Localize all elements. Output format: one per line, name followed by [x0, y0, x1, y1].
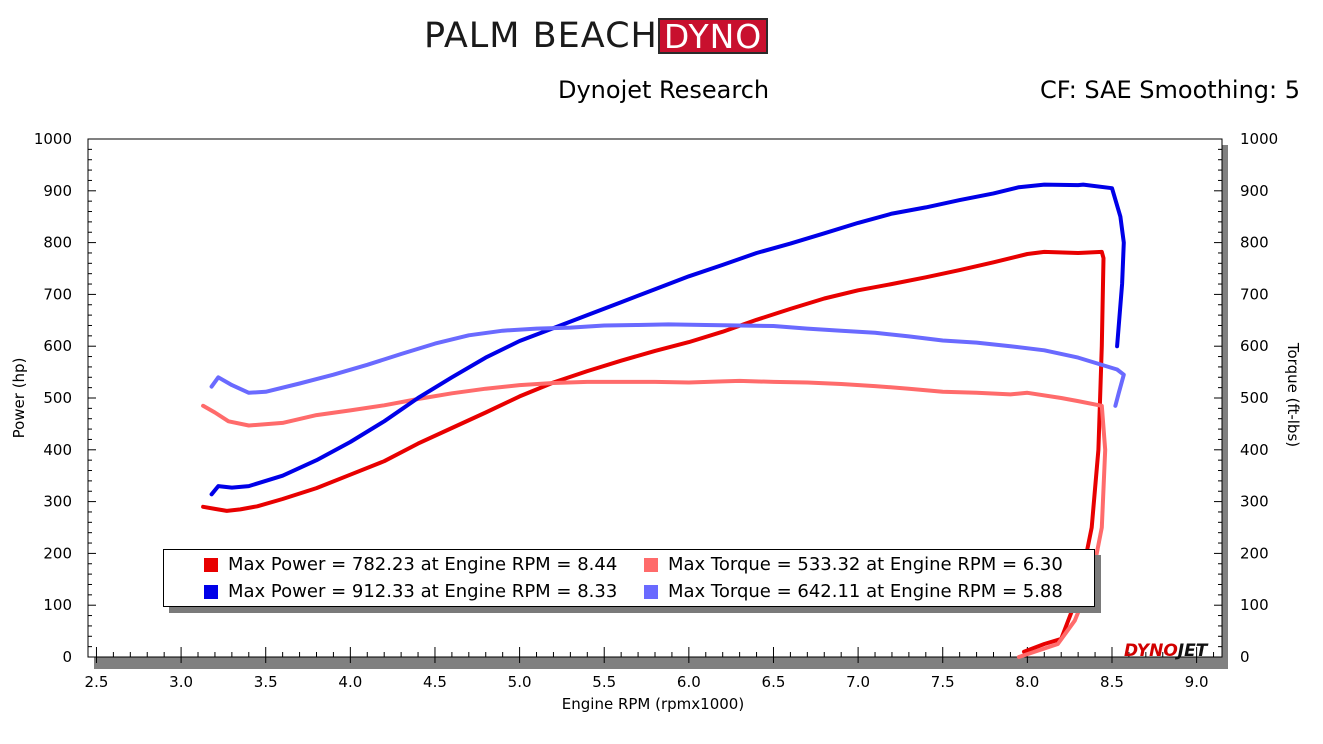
chart-subtitle: Dynojet Research: [558, 76, 770, 104]
y-tick-label: 200: [43, 544, 72, 562]
legend-label: Max Power = 782.23 at Engine RPM = 8.44: [228, 554, 618, 575]
y2-tick-label: 300: [1240, 493, 1269, 511]
x-tick-label: 4.0: [338, 673, 362, 691]
watermark-text-a: DYNO: [1124, 641, 1178, 661]
chart-series: [201, 182, 1126, 659]
y2-tick-label: 700: [1240, 285, 1269, 303]
watermark-text-b: JET: [1177, 641, 1208, 661]
x-tick-label: 8.5: [1100, 673, 1124, 691]
y-axis-label: Power (hp): [10, 358, 28, 439]
x-tick-label: 4.5: [423, 673, 447, 691]
chart-ticks: 0 0 100 100 200 200 300 300 400 400 500 500 600 600 70…: [34, 130, 1278, 691]
y-tick-label: 0: [62, 648, 72, 666]
y2-tick-label: 400: [1240, 441, 1269, 459]
y-tick-label: 600: [43, 337, 72, 355]
x-tick-label: 7.0: [846, 673, 870, 691]
series-line-power_run1: [201, 249, 1106, 654]
logo-text-b: DYNO: [657, 18, 769, 54]
legend-item: Max Torque = 642.11 at Engine RPM = 5.88: [644, 581, 1063, 602]
y2-tick-label: 900: [1240, 182, 1269, 200]
y-tick-label: 300: [43, 493, 72, 511]
y2-tick-label: 800: [1240, 234, 1269, 252]
y2-tick-label: 600: [1240, 337, 1269, 355]
y-tick-label: 400: [43, 441, 72, 459]
y-tick-label: 500: [43, 389, 72, 407]
legend-swatch: [204, 557, 218, 572]
x-tick-label: 6.5: [762, 673, 786, 691]
correction-factor-label: CF: SAE Smoothing: 5: [1040, 76, 1301, 104]
x-tick-label: 5.5: [592, 673, 616, 691]
legend-label: Max Torque = 533.32 at Engine RPM = 6.30: [668, 554, 1063, 575]
legend-item: Max Power = 912.33 at Engine RPM = 8.33: [204, 581, 617, 602]
y2-tick-label: 1000: [1240, 130, 1278, 148]
brand-logo: PALM BEACH DYNO: [424, 16, 769, 56]
series-line-torque_run1: [201, 378, 1108, 659]
x-tick-label: 3.0: [169, 673, 193, 691]
x-tick-label: 9.0: [1185, 673, 1209, 691]
x-tick-label: 3.5: [254, 673, 278, 691]
legend-label: Max Power = 912.33 at Engine RPM = 8.33: [228, 581, 618, 602]
y2-tick-label: 500: [1240, 389, 1269, 407]
y2-tick-label: 100: [1240, 596, 1269, 614]
y-tick-label: 700: [43, 285, 72, 303]
y-tick-label: 1000: [34, 130, 72, 148]
legend-item: Max Torque = 533.32 at Engine RPM = 6.30: [644, 554, 1063, 575]
x-tick-label: 8.0: [1015, 673, 1039, 691]
x-axis-label: Engine RPM (rpmx1000): [562, 695, 744, 713]
x-tick-label: 5.0: [508, 673, 532, 691]
logo-text-a: PALM BEACH: [424, 16, 658, 56]
legend-swatch: [644, 557, 658, 572]
y2-tick-label: 200: [1240, 544, 1269, 562]
x-tick-label: 6.0: [677, 673, 701, 691]
chart-legend: Max Power = 782.23 at Engine RPM = 8.44 …: [163, 549, 1095, 607]
y2-tick-label: 0: [1240, 648, 1250, 666]
legend-swatch: [204, 584, 218, 599]
legend-label: Max Torque = 642.11 at Engine RPM = 5.88: [668, 581, 1063, 602]
dynojet-watermark: DYNOJET: [1124, 641, 1207, 661]
y2-axis-label: Torque (ft-lbs): [1284, 342, 1302, 447]
y-tick-label: 800: [43, 234, 72, 252]
legend-swatch: [644, 584, 658, 599]
series-line-torque_run2: [209, 322, 1126, 408]
x-tick-label: 2.5: [85, 673, 109, 691]
x-tick-label: 7.5: [931, 673, 955, 691]
y-tick-label: 100: [43, 596, 72, 614]
y-tick-label: 900: [43, 182, 72, 200]
legend-item: Max Power = 782.23 at Engine RPM = 8.44: [204, 554, 617, 575]
series-line-power_run2: [209, 182, 1126, 497]
